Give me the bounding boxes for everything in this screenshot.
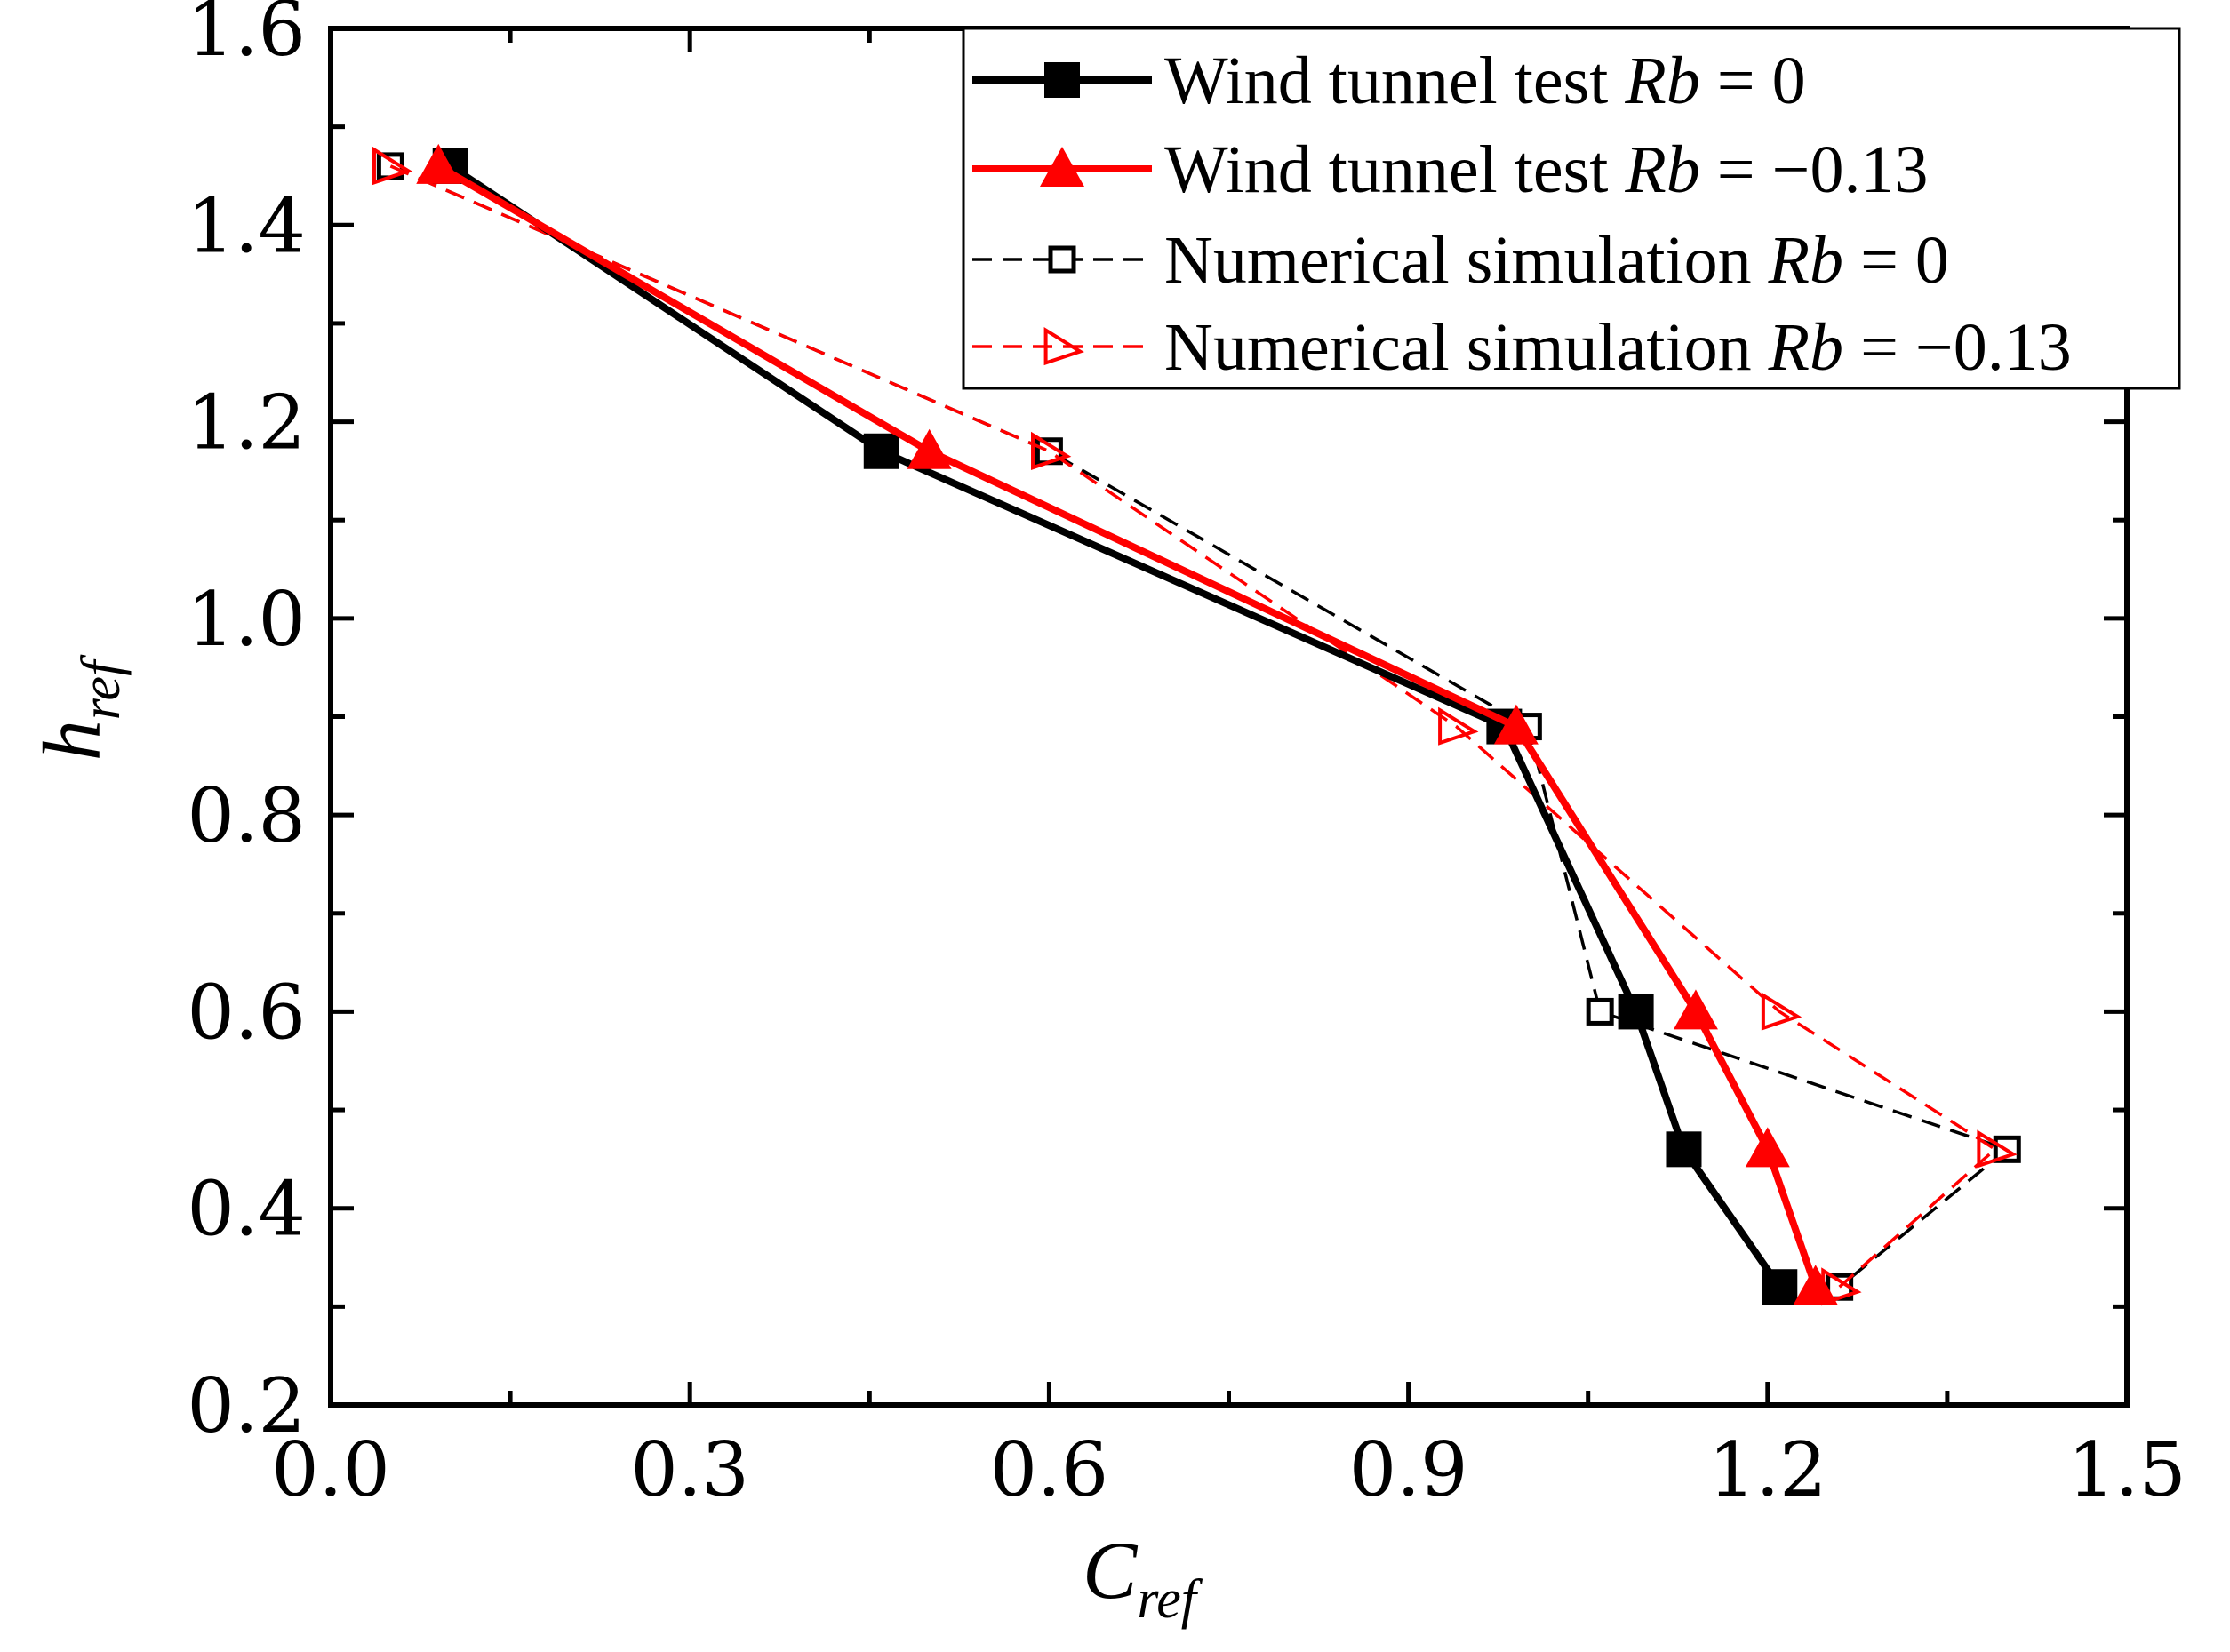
series-2-point xyxy=(1493,704,1539,745)
series-2-line xyxy=(436,163,1819,1289)
series-4-point xyxy=(1977,1129,2018,1169)
x-tick-label: 1.2 xyxy=(1708,1426,1827,1513)
legend-entry-suffix: = 0 xyxy=(1700,44,1806,118)
series-2 xyxy=(416,143,1838,1305)
series-2-point xyxy=(416,143,461,184)
series-1-point xyxy=(1666,1131,1702,1168)
series-1-point xyxy=(1618,994,1654,1030)
y-tick-label: 0.6 xyxy=(187,969,306,1056)
legend-entry-italic: Rb xyxy=(1768,310,1843,385)
series-4-point xyxy=(1438,706,1479,746)
legend-entry-prefix: Numerical simulation xyxy=(1164,310,1769,385)
legend-swatch-marker xyxy=(1048,245,1076,274)
x-tick-label: 1.5 xyxy=(2067,1426,2186,1513)
series-4-line xyxy=(389,164,1997,1289)
legend-entry-1: Wind tunnel test Rb = 0 xyxy=(1164,44,1806,118)
legend-swatch-marker xyxy=(1040,147,1084,187)
y-axis-title-sub: ref xyxy=(71,654,132,720)
series-1-line xyxy=(448,163,1783,1289)
x-axis-title: Cref xyxy=(1083,1525,1203,1630)
y-tick-label: 1.6 xyxy=(187,0,306,73)
series-2-point xyxy=(1793,1265,1838,1305)
y-tick-label: 0.8 xyxy=(187,772,306,859)
y-tick-label: 0.4 xyxy=(187,1166,306,1253)
y-tick-label: 0.2 xyxy=(187,1362,306,1449)
legend-entry-prefix: Wind tunnel test xyxy=(1164,44,1625,118)
series-4-point xyxy=(1031,431,1072,470)
legend-entry-italic: Rb xyxy=(1624,44,1699,118)
series-1-point xyxy=(1762,1269,1798,1305)
legend-entry-suffix: = 0 xyxy=(1843,223,1949,298)
series-4-point xyxy=(372,146,413,186)
legend-entry-italic: Rb xyxy=(1624,132,1699,207)
legend-entry-3: Numerical simulation Rb = 0 xyxy=(1164,223,1949,298)
legend-entry-prefix: Wind tunnel test xyxy=(1164,132,1625,207)
y-tick-label: 1.0 xyxy=(187,576,306,663)
legend-swatch-marker xyxy=(1044,62,1080,98)
y-tick-label: 1.4 xyxy=(187,182,306,269)
series-2-point xyxy=(1745,1127,1790,1168)
x-tick-label: 0.0 xyxy=(271,1426,390,1513)
series-3-point xyxy=(1586,997,1614,1026)
legend-entry-4: Numerical simulation Rb = −0.13 xyxy=(1164,310,2072,385)
legend-entry-2: Wind tunnel test Rb = −0.13 xyxy=(1164,132,1928,207)
x-axis-title-main: C xyxy=(1083,1525,1139,1616)
series-4-point xyxy=(1761,992,1802,1031)
legend-swatch-marker xyxy=(1043,327,1084,366)
x-tick-label: 0.3 xyxy=(630,1426,749,1513)
series-layer xyxy=(372,143,2021,1306)
series-2-point xyxy=(1673,989,1718,1030)
series-1-point xyxy=(863,433,899,469)
legend-entry-prefix: Numerical simulation xyxy=(1164,223,1769,298)
x-tick-label: 0.9 xyxy=(1349,1426,1468,1513)
legend-box xyxy=(962,27,2181,390)
y-axis-title: href xyxy=(27,654,132,761)
series-2-point xyxy=(907,428,952,469)
y-axis-title-main: h xyxy=(27,720,117,761)
y-tick-label: 1.2 xyxy=(187,379,306,467)
series-4 xyxy=(372,146,2018,1306)
legend-entry-suffix: = −0.13 xyxy=(1700,132,1929,207)
x-tick-label: 0.6 xyxy=(990,1426,1109,1513)
labels-layer: 0.0 0.3 0.6 0.9 1.2 1.5 0.2 0.4 0.6 0.8 1.0 1.2 1.4 1… xyxy=(187,0,2186,1513)
legend-entry-suffix: = −0.13 xyxy=(1843,310,2072,385)
legend-entry-italic: Rb xyxy=(1768,223,1843,298)
x-axis-title-sub: ref xyxy=(1137,1569,1203,1630)
series-3-line xyxy=(389,164,2010,1289)
